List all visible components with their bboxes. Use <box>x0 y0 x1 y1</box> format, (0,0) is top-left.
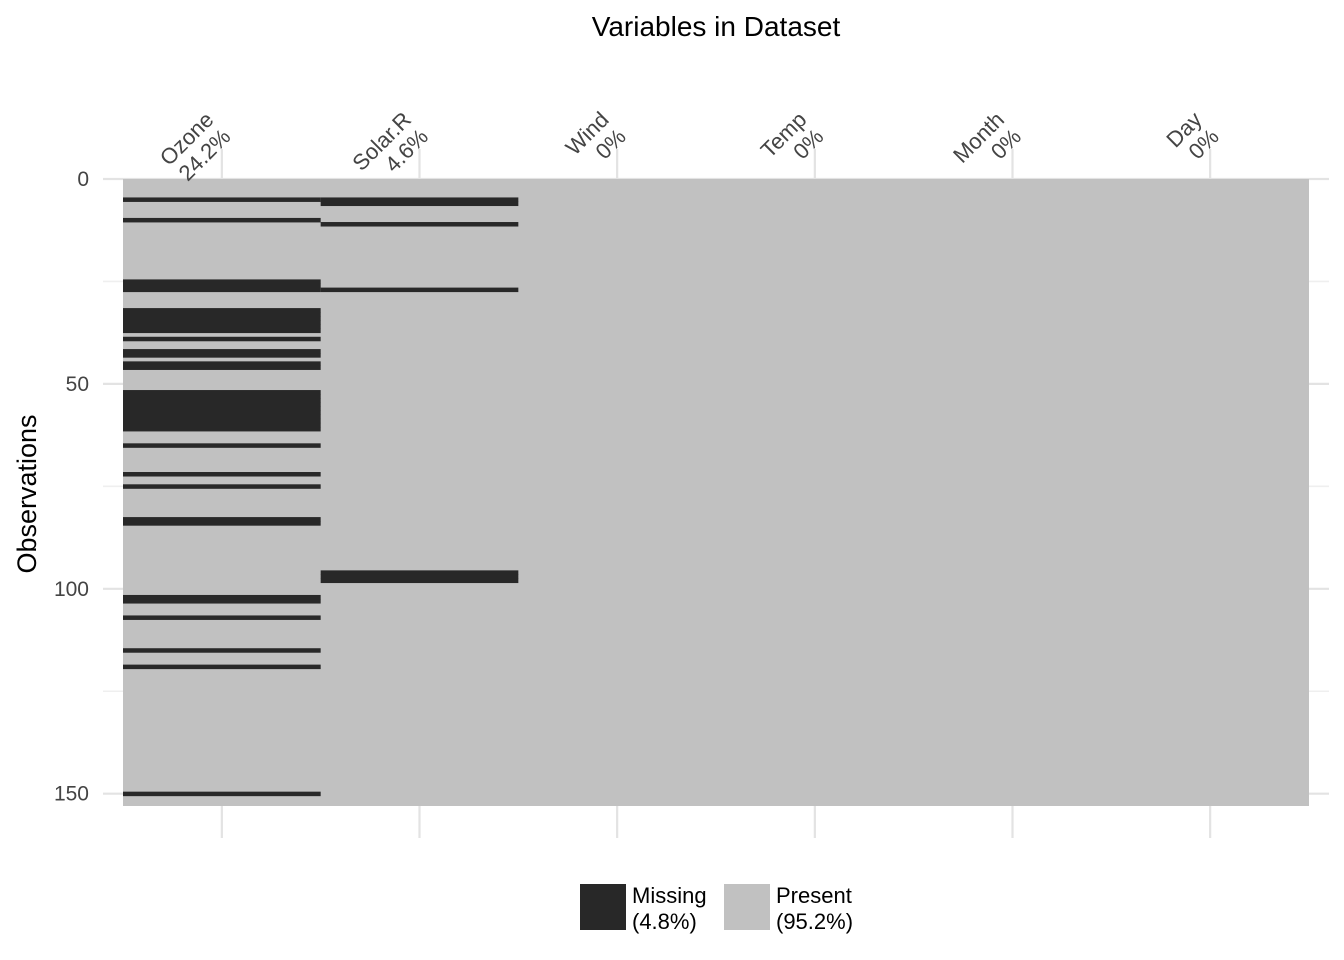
missing-cell <box>123 394 321 399</box>
missing-cell <box>123 365 321 370</box>
missing-cell <box>123 599 321 604</box>
legend-pct-present: (95.2%) <box>776 909 853 934</box>
missing-cell <box>123 324 321 329</box>
missing-cell <box>123 279 321 284</box>
present-area <box>123 179 1309 806</box>
missing-cell <box>123 594 321 600</box>
missing-cell <box>320 222 519 227</box>
y-axis-label: Observations <box>12 414 42 573</box>
missing-cell <box>123 349 321 354</box>
missing-cell <box>123 517 321 522</box>
y-axis-tick-labels: 0 50 100 150 <box>54 168 89 806</box>
legend-label-missing: Missing <box>632 883 707 908</box>
missing-cell <box>123 197 321 202</box>
missing-cell <box>123 308 321 313</box>
missing-cell <box>123 398 321 403</box>
missing-cell <box>320 570 519 575</box>
missing-cell <box>123 615 321 620</box>
y-tick-label: 50 <box>66 373 89 396</box>
legend: Missing (4.8%) Present (95.2%) <box>580 883 853 934</box>
missing-cell <box>123 472 321 477</box>
y-tick-label: 150 <box>54 783 89 806</box>
legend-label-present: Present <box>776 883 852 908</box>
missing-cell <box>123 217 321 223</box>
missing-cell <box>123 422 321 428</box>
missing-cell <box>123 484 321 489</box>
x-axis-ticks <box>220 149 1212 838</box>
missing-cell <box>123 418 321 424</box>
legend-pct-missing: (4.8%) <box>632 909 697 934</box>
missing-cell <box>123 443 321 448</box>
missing-cell <box>123 521 321 526</box>
missing-cell <box>123 336 321 342</box>
missing-cell <box>123 402 321 407</box>
y-tick-label: 100 <box>54 578 89 601</box>
heatmap-cells <box>123 179 1309 806</box>
missing-cell <box>123 312 321 317</box>
missing-cell <box>123 664 321 670</box>
missing-cell <box>320 197 519 202</box>
missing-cell <box>320 287 519 293</box>
missing-cell <box>320 578 519 584</box>
missing-cell <box>123 426 321 432</box>
y-tick-label: 0 <box>77 168 89 191</box>
missing-cell <box>123 406 321 411</box>
missing-cell <box>123 410 321 416</box>
missing-cell <box>123 320 321 325</box>
missing-cell <box>320 201 519 207</box>
missing-cell <box>123 791 321 797</box>
legend-swatch-missing <box>580 884 626 930</box>
missing-cell <box>123 287 321 293</box>
missing-cell <box>123 316 321 321</box>
chart-title: Variables in Dataset <box>592 11 841 42</box>
legend-swatch-present <box>724 884 770 930</box>
missing-cell <box>123 353 321 358</box>
missing-cell <box>123 283 321 288</box>
missing-cell <box>123 414 321 420</box>
missing-cell <box>123 361 321 366</box>
missing-cell <box>123 390 321 395</box>
missing-cell <box>123 648 321 653</box>
missing-cell <box>320 574 519 579</box>
missing-cell <box>123 328 321 334</box>
